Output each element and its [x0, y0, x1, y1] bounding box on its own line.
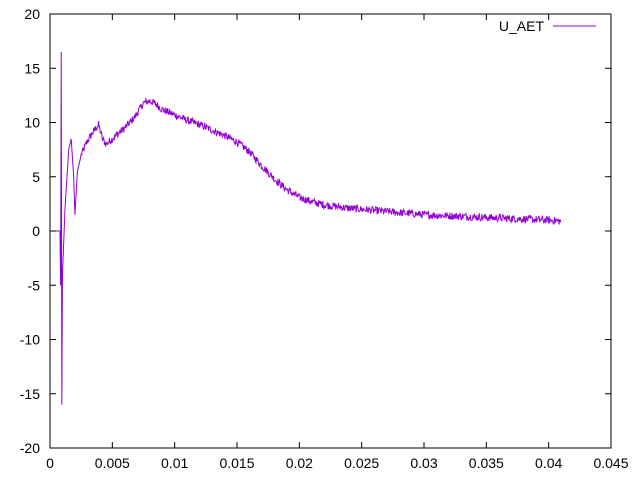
- plot-frame: [49, 13, 612, 449]
- x-tick-label: 0.02: [286, 455, 313, 471]
- legend: U_AET: [499, 18, 596, 34]
- x-tick-label: 0.045: [593, 455, 628, 471]
- y-tick-label: -5: [28, 277, 41, 293]
- x-tick-label: 0.005: [95, 455, 130, 471]
- plot-area: [50, 51, 562, 405]
- x-tick-label: 0.035: [469, 455, 504, 471]
- y-tick-label: -20: [20, 440, 40, 456]
- series-line-u-aet: [50, 51, 562, 405]
- x-tick-label: 0.025: [344, 455, 379, 471]
- y-tick-label: 5: [32, 169, 40, 185]
- x-tick-label: 0.015: [219, 455, 254, 471]
- y-tick-label: -15: [20, 386, 40, 402]
- x-axis: 0 0.005 0.01 0.015 0.02 0.025 0.03 0.035 0.04 0.0…: [46, 14, 629, 471]
- x-tick-label: 0.04: [535, 455, 562, 471]
- y-tick-label: 20: [24, 6, 40, 22]
- legend-label-u-aet: U_AET: [499, 18, 545, 34]
- x-tick-label: 0.01: [161, 455, 188, 471]
- y-axis: 20 15 10 5 0 -5 -10 -15 -20: [20, 6, 611, 456]
- y-tick-label: 15: [24, 60, 40, 76]
- x-tick-label: 0.03: [410, 455, 437, 471]
- y-tick-label: 10: [24, 115, 40, 131]
- y-tick-label: 0: [32, 223, 40, 239]
- x-tick-label: 0: [46, 455, 54, 471]
- y-tick-label: -10: [20, 332, 40, 348]
